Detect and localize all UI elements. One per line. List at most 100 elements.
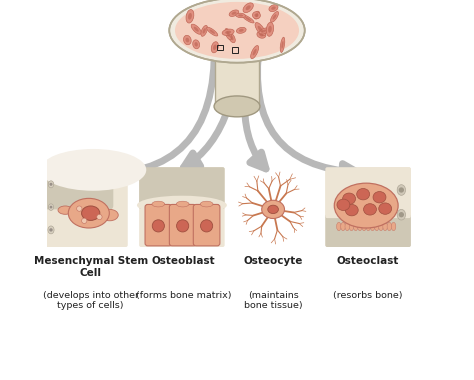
Ellipse shape: [357, 222, 362, 231]
Ellipse shape: [255, 22, 265, 36]
Ellipse shape: [262, 200, 284, 218]
Ellipse shape: [40, 149, 146, 191]
Ellipse shape: [251, 46, 259, 59]
Circle shape: [77, 206, 82, 211]
Ellipse shape: [257, 32, 266, 38]
Ellipse shape: [242, 15, 254, 23]
FancyBboxPatch shape: [325, 214, 411, 247]
Ellipse shape: [255, 13, 258, 17]
Ellipse shape: [337, 222, 341, 231]
Ellipse shape: [231, 11, 237, 15]
Ellipse shape: [266, 22, 273, 36]
Ellipse shape: [259, 33, 264, 36]
Ellipse shape: [354, 222, 358, 231]
Ellipse shape: [214, 96, 260, 117]
FancyBboxPatch shape: [145, 204, 172, 246]
Text: Osteoblast: Osteoblast: [152, 256, 216, 266]
Ellipse shape: [273, 14, 276, 19]
Ellipse shape: [229, 10, 239, 16]
Ellipse shape: [258, 26, 263, 32]
Ellipse shape: [183, 35, 191, 45]
Ellipse shape: [185, 38, 189, 43]
Ellipse shape: [211, 42, 219, 53]
Bar: [217, 45, 223, 50]
Ellipse shape: [137, 196, 227, 215]
Ellipse shape: [68, 198, 109, 228]
Ellipse shape: [253, 12, 260, 19]
Ellipse shape: [194, 42, 198, 46]
Ellipse shape: [397, 185, 406, 195]
Text: Osteoclast: Osteoclast: [337, 256, 399, 266]
Ellipse shape: [213, 44, 217, 50]
Ellipse shape: [345, 222, 349, 231]
Ellipse shape: [193, 40, 200, 49]
Ellipse shape: [366, 222, 371, 231]
Ellipse shape: [48, 226, 54, 234]
Ellipse shape: [188, 13, 192, 20]
Ellipse shape: [186, 10, 194, 23]
Ellipse shape: [245, 17, 251, 21]
Ellipse shape: [271, 11, 279, 22]
Text: Mesenchymal Stem
Cell: Mesenchymal Stem Cell: [34, 256, 148, 278]
Ellipse shape: [225, 28, 232, 40]
FancyBboxPatch shape: [169, 204, 196, 246]
Ellipse shape: [201, 25, 208, 36]
Ellipse shape: [207, 27, 218, 36]
Circle shape: [50, 206, 53, 209]
Text: (forms bone matrix): (forms bone matrix): [136, 291, 232, 300]
Ellipse shape: [222, 29, 234, 35]
Ellipse shape: [227, 31, 230, 37]
Ellipse shape: [383, 222, 387, 231]
Ellipse shape: [253, 49, 256, 55]
Ellipse shape: [210, 29, 215, 34]
Ellipse shape: [48, 204, 54, 211]
Circle shape: [399, 212, 404, 217]
FancyBboxPatch shape: [325, 167, 411, 247]
Ellipse shape: [101, 209, 118, 221]
Text: (develops into other
types of cells): (develops into other types of cells): [43, 291, 139, 310]
Ellipse shape: [397, 209, 406, 220]
Ellipse shape: [374, 222, 379, 231]
Ellipse shape: [373, 192, 386, 203]
Text: Osteocyte: Osteocyte: [244, 256, 303, 266]
Ellipse shape: [268, 205, 278, 214]
Ellipse shape: [239, 29, 244, 32]
Ellipse shape: [334, 183, 398, 228]
FancyBboxPatch shape: [42, 167, 128, 247]
Ellipse shape: [191, 24, 201, 34]
Ellipse shape: [152, 201, 165, 207]
Ellipse shape: [230, 35, 234, 40]
Circle shape: [49, 183, 53, 186]
Ellipse shape: [176, 201, 189, 207]
Ellipse shape: [262, 30, 266, 33]
Ellipse shape: [237, 27, 246, 33]
Ellipse shape: [48, 181, 54, 188]
Ellipse shape: [243, 3, 253, 13]
Ellipse shape: [82, 206, 100, 220]
Ellipse shape: [194, 27, 199, 32]
Ellipse shape: [345, 204, 358, 216]
Ellipse shape: [175, 2, 299, 59]
Ellipse shape: [255, 13, 258, 17]
Ellipse shape: [152, 220, 164, 232]
Ellipse shape: [349, 222, 354, 231]
Ellipse shape: [271, 6, 276, 10]
Ellipse shape: [379, 203, 392, 214]
Ellipse shape: [58, 206, 73, 214]
Bar: [232, 48, 238, 53]
Ellipse shape: [254, 11, 260, 19]
Ellipse shape: [268, 26, 272, 33]
Ellipse shape: [391, 222, 396, 231]
Ellipse shape: [246, 5, 251, 10]
Ellipse shape: [169, 0, 305, 63]
Ellipse shape: [364, 204, 376, 215]
Ellipse shape: [228, 33, 235, 43]
Ellipse shape: [362, 222, 366, 231]
Ellipse shape: [379, 222, 383, 231]
FancyBboxPatch shape: [215, 27, 259, 106]
Ellipse shape: [370, 222, 375, 231]
Ellipse shape: [387, 222, 392, 231]
Ellipse shape: [202, 28, 206, 33]
Ellipse shape: [201, 220, 213, 232]
Ellipse shape: [200, 201, 213, 207]
